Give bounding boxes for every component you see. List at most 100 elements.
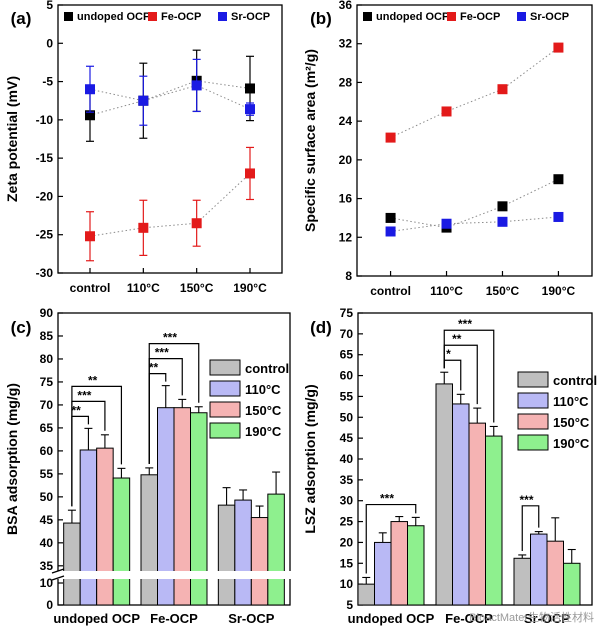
y-tick-label: 45 bbox=[340, 431, 354, 445]
significance-label: *** bbox=[155, 346, 169, 360]
legend-marker bbox=[447, 12, 456, 21]
x-tick-label: Fe-OCP bbox=[150, 611, 198, 626]
y-tick-label: 10 bbox=[340, 577, 354, 591]
significance-label: * bbox=[446, 347, 451, 361]
legend-swatch bbox=[209, 401, 241, 418]
y-tick-label: 85 bbox=[40, 329, 54, 343]
legend-marker bbox=[363, 12, 372, 21]
y-tick-label: 5 bbox=[46, 0, 53, 12]
legend-label: 150°C bbox=[553, 415, 590, 430]
legend-label: Sr-OCP bbox=[231, 11, 270, 23]
x-tick-label: 190°C bbox=[542, 284, 576, 298]
x-tick-label: Sr-OCP bbox=[228, 611, 275, 626]
data-point bbox=[385, 212, 396, 223]
axis-break-gap bbox=[52, 571, 296, 579]
bar bbox=[513, 557, 531, 606]
y-tick-label: 55 bbox=[40, 467, 54, 481]
significance-bracket bbox=[443, 329, 495, 423]
y-tick-label: 20 bbox=[340, 535, 354, 549]
x-tick-label: 110°C bbox=[127, 281, 160, 295]
x-tick-label: 150°C bbox=[486, 284, 520, 298]
data-point bbox=[245, 168, 255, 179]
x-tick-label: undoped OCP bbox=[53, 611, 140, 626]
series-line bbox=[390, 178, 559, 229]
bar bbox=[250, 517, 269, 606]
data-point bbox=[245, 83, 255, 94]
data-point bbox=[385, 132, 396, 143]
data-point bbox=[85, 231, 95, 242]
y-tick-label: 55 bbox=[340, 389, 354, 403]
data-point bbox=[138, 222, 149, 233]
y-axis-label: Specific surface area (m²/g) bbox=[302, 49, 318, 232]
x-tick-label: control bbox=[370, 284, 411, 298]
y-tick-label: 0 bbox=[46, 36, 53, 50]
x-tick-label: control bbox=[70, 281, 111, 295]
y-axis-label: Zeta potential (mV) bbox=[4, 76, 20, 202]
legend-label: Fe-OCP bbox=[161, 11, 201, 23]
series-line bbox=[89, 84, 251, 110]
plot-frame-0 bbox=[57, 4, 283, 274]
series-line bbox=[89, 173, 251, 237]
data-point bbox=[497, 201, 508, 212]
y-tick-label: -25 bbox=[36, 228, 54, 242]
significance-bracket bbox=[365, 503, 417, 574]
significance-label: *** bbox=[458, 317, 472, 331]
legend-swatch bbox=[517, 434, 549, 451]
y-axis-label: BSA adsorption (mg/g) bbox=[4, 383, 20, 535]
panel-label: (d) bbox=[310, 318, 332, 337]
watermark: BioactMater生物活性材料 bbox=[469, 612, 594, 624]
y-tick-label: 60 bbox=[340, 369, 354, 383]
y-tick-label: 65 bbox=[340, 348, 354, 362]
bar bbox=[435, 383, 453, 606]
y-tick-label: 32 bbox=[339, 37, 353, 51]
legend-marker bbox=[64, 12, 73, 21]
y-tick-label: 20 bbox=[339, 153, 353, 167]
bar bbox=[374, 541, 392, 606]
legend-swatch bbox=[517, 371, 549, 388]
bar bbox=[140, 474, 158, 606]
y-tick-label: 30 bbox=[340, 494, 354, 508]
x-tick-label: 150°C bbox=[180, 281, 214, 295]
significance-bracket bbox=[71, 385, 123, 507]
legend-swatch bbox=[209, 422, 241, 439]
data-point bbox=[138, 95, 149, 106]
y-tick-label: 65 bbox=[40, 421, 54, 435]
y-tick-label: 16 bbox=[339, 192, 353, 206]
bar bbox=[267, 493, 285, 606]
y-tick-label: 15 bbox=[340, 556, 354, 570]
data-point bbox=[441, 106, 452, 117]
legend-label: control bbox=[245, 361, 289, 376]
series-line bbox=[89, 80, 251, 116]
data-point bbox=[245, 104, 255, 115]
x-tick-label: Fe-OCP bbox=[445, 611, 493, 626]
legend-label: 110°C bbox=[553, 394, 589, 409]
significance-bracket bbox=[521, 505, 540, 551]
y-tick-label: 90 bbox=[40, 306, 54, 320]
y-tick-label: -15 bbox=[36, 151, 54, 165]
y-tick-label: 40 bbox=[340, 452, 354, 466]
significance-bracket bbox=[148, 343, 200, 464]
data-point bbox=[441, 218, 452, 229]
y-tick-label: 80 bbox=[40, 352, 54, 366]
bar bbox=[546, 540, 564, 606]
panel-label: (a) bbox=[11, 9, 32, 28]
series-line bbox=[390, 47, 559, 139]
data-point bbox=[191, 80, 202, 91]
bar bbox=[96, 447, 114, 606]
data-point bbox=[497, 84, 508, 95]
legend-label: 110°C bbox=[245, 382, 281, 397]
y-tick-label: 35 bbox=[340, 473, 354, 487]
data-point bbox=[553, 211, 564, 222]
y-tick-label: -30 bbox=[36, 266, 54, 280]
y-tick-label: 0 bbox=[46, 598, 53, 612]
y-tick-label: 50 bbox=[340, 410, 354, 424]
significance-label: ** bbox=[452, 332, 462, 346]
legend-swatch bbox=[209, 380, 241, 397]
bar bbox=[407, 525, 425, 606]
significance-label: ** bbox=[149, 361, 159, 375]
bar bbox=[563, 562, 581, 606]
y-tick-label: 5 bbox=[346, 598, 353, 612]
legend-label: Fe-OCP bbox=[460, 11, 500, 23]
significance-label: *** bbox=[519, 493, 533, 507]
y-tick-label: -5 bbox=[42, 75, 53, 89]
